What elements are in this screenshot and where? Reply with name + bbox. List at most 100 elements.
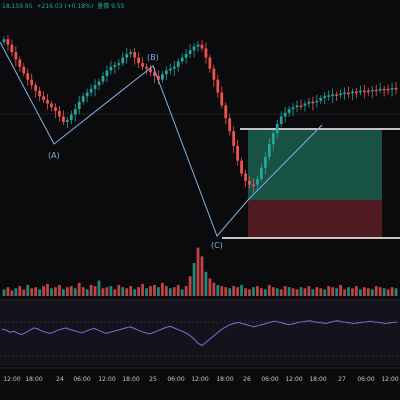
candle-body <box>18 59 22 67</box>
x-axis-tick-label: 12:00 <box>381 376 398 383</box>
volume-bar <box>176 285 180 296</box>
candle-body <box>319 98 323 101</box>
candle-body <box>2 39 6 42</box>
volume-bar <box>133 289 137 296</box>
volume-bar <box>390 287 394 296</box>
price-readout: 18,159.95 +216.03 (+0.18%) 量價 9.55 <box>2 1 126 10</box>
candle-body <box>73 109 77 115</box>
candle-body <box>164 70 168 75</box>
candle-body <box>394 87 398 90</box>
volume-bar <box>311 289 315 296</box>
wave-label: (B) <box>147 53 159 62</box>
volume-bar <box>374 286 378 296</box>
volume-bar <box>26 285 30 296</box>
candle-body <box>307 101 311 104</box>
volume-bar <box>331 287 335 296</box>
candle-body <box>38 90 42 97</box>
volume-bar <box>307 286 311 296</box>
volume-bar <box>204 271 208 296</box>
candle-body <box>184 53 188 58</box>
volume-bar <box>14 288 18 296</box>
candle-body <box>291 107 295 110</box>
x-axis-tick-label: 12:00 <box>3 376 20 383</box>
candle-body <box>149 68 152 73</box>
volume-bar <box>125 288 129 296</box>
volume-bar <box>347 287 350 296</box>
volume-bar <box>18 286 22 296</box>
candle-body <box>61 116 65 122</box>
candle-body <box>69 114 73 121</box>
volume-bar <box>256 286 259 296</box>
candle-body <box>160 74 164 80</box>
candle-body <box>351 91 354 94</box>
candle-body <box>382 88 386 91</box>
volume-bar <box>145 288 148 296</box>
volume-bar <box>228 288 232 296</box>
candle-body <box>220 92 224 106</box>
loss-zone <box>248 200 382 238</box>
volume-bar <box>157 287 160 296</box>
candle-body <box>50 103 53 108</box>
volume-bar <box>370 289 374 296</box>
candle-body <box>216 79 220 93</box>
candle-body <box>89 88 93 93</box>
volume-bar <box>355 286 358 296</box>
volume-bar <box>160 282 164 296</box>
candle-body <box>46 99 49 104</box>
volume-bar <box>394 288 398 296</box>
volume-bar <box>184 286 188 296</box>
x-axis-tick-label: 06:00 <box>73 376 90 383</box>
wave-label: (A) <box>48 151 60 160</box>
x-axis-tick-label: 06:00 <box>261 376 278 383</box>
volume-bar <box>164 286 168 296</box>
candle-body <box>133 52 137 58</box>
volume-bar <box>295 289 299 296</box>
candle-body <box>303 103 307 106</box>
volume-bar <box>137 287 141 296</box>
candle-body <box>323 96 327 99</box>
candle-body <box>10 44 14 53</box>
candle-body <box>287 109 291 113</box>
candle-body <box>6 39 10 45</box>
candle-body <box>335 94 339 96</box>
wave-label: (C) <box>211 241 223 250</box>
candle-body <box>85 92 89 97</box>
candle-body <box>343 92 346 95</box>
volume-bar <box>58 285 61 296</box>
candle-body <box>248 180 251 185</box>
candle-body <box>358 90 362 93</box>
volume-bar <box>6 287 10 296</box>
candle-body <box>113 64 117 67</box>
candle-body <box>252 184 255 187</box>
candle-body <box>232 131 236 146</box>
candle-body <box>204 48 208 58</box>
volume-bar <box>172 287 176 296</box>
volume-bar <box>339 285 342 296</box>
candle-body <box>180 57 184 62</box>
volume-bar <box>69 286 73 296</box>
candle-body <box>172 66 176 69</box>
volume-bar <box>362 287 366 296</box>
candle-body <box>93 85 97 89</box>
candle-body <box>65 120 69 122</box>
candle-body <box>386 88 390 91</box>
volume-bar <box>54 287 57 296</box>
volume-bar <box>93 286 97 296</box>
volume-label: 量價 <box>97 3 110 10</box>
volume-bar <box>180 289 184 296</box>
x-axis-tick-label: 25 <box>149 376 157 383</box>
candle-body <box>212 68 216 80</box>
volume-bar <box>89 285 93 296</box>
volume-bar <box>113 289 117 296</box>
x-axis-tick-label: 12:00 <box>191 376 208 383</box>
volume-bar <box>220 286 224 296</box>
volume-bar <box>10 290 14 296</box>
candle-body <box>58 110 61 117</box>
volume-bar <box>382 288 386 296</box>
candle-body <box>137 57 141 64</box>
candle-body <box>30 79 34 86</box>
candle-body <box>77 101 81 110</box>
candle-body <box>327 95 331 97</box>
volume-bar <box>97 280 101 296</box>
